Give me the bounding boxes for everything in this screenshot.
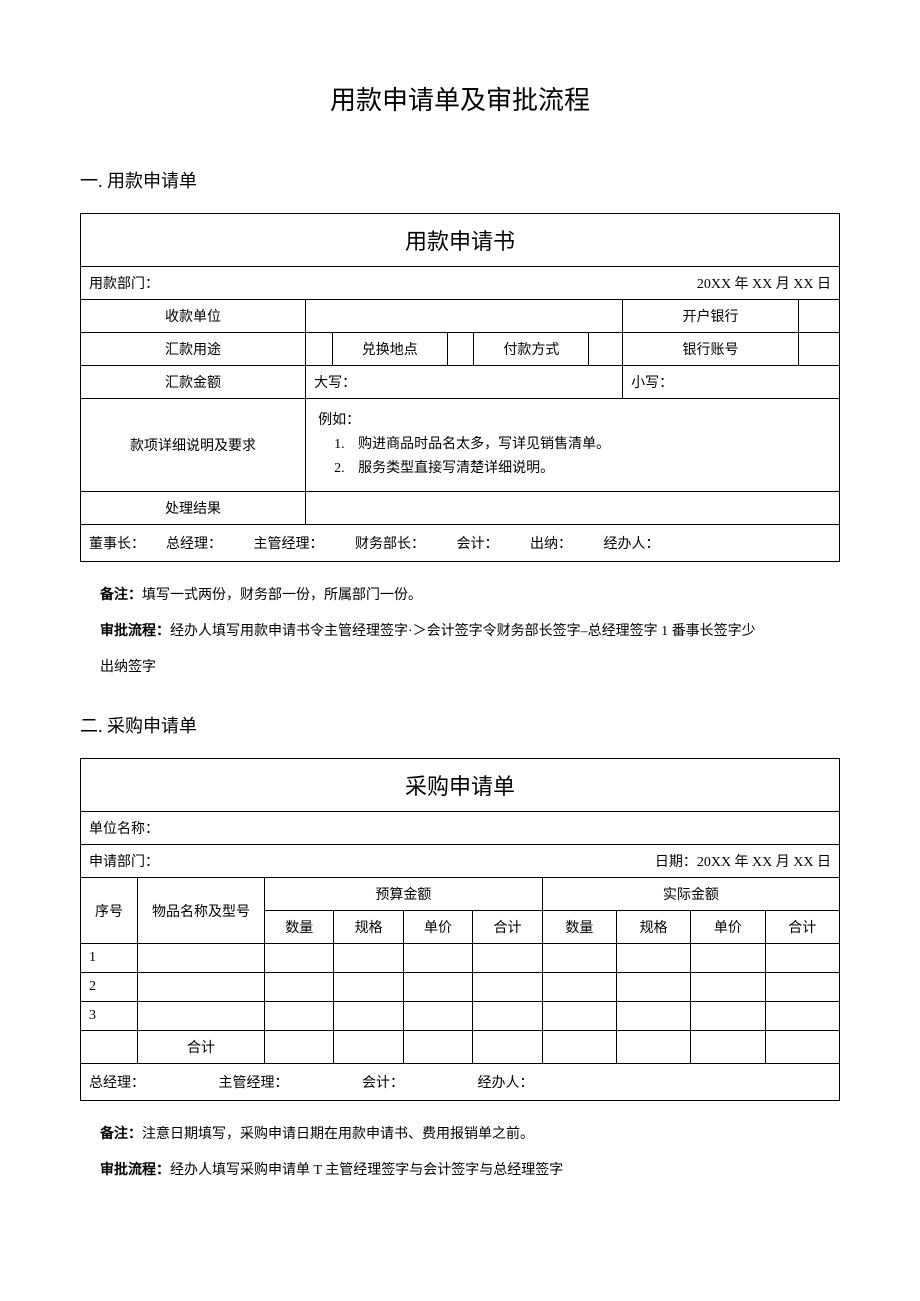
page-title: 用款申请单及审批流程 [80, 80, 840, 117]
paymethod-value [589, 333, 623, 366]
sig-cashier: 出纳： [530, 537, 572, 552]
account-value [798, 333, 839, 366]
row-total-label: 合计 [138, 1031, 265, 1064]
note1-label: 备注： [100, 588, 142, 603]
note2-label: 备注： [100, 1127, 142, 1142]
exchange-label: 兑换地点 [332, 333, 447, 366]
row1-seq: 1 [81, 944, 138, 973]
sig2-handler: 经办人： [478, 1076, 534, 1091]
note1-text: 填写一式两份，财务部一份，所属部门一份。 [142, 588, 422, 603]
form2-title: 采购申请单 [81, 759, 840, 812]
sig-fin-head: 财务部长： [355, 537, 425, 552]
sig-handler: 经办人： [604, 537, 660, 552]
section2-notes: 备注：注意日期填写，采购申请日期在用款申请书、费用报销单之前。 审批流程：经办人… [80, 1121, 840, 1185]
amount-lower: 小写： [623, 366, 840, 399]
form1-dept-label: 用款部门： [81, 267, 603, 300]
table-row: 2 [81, 973, 840, 1002]
budget-spec: 规格 [334, 911, 403, 944]
payee-label: 收款单位 [81, 300, 306, 333]
flow1-label: 审批流程： [100, 624, 170, 639]
form1-title: 用款申请书 [81, 214, 840, 267]
detail-content: 例如： 购进商品时品名太多，写详见销售清单。 服务类型直接写清楚详细说明。 [306, 399, 840, 492]
budget-qty: 数量 [265, 911, 334, 944]
sig-chairman: 董事长： [89, 537, 145, 552]
row3-seq: 3 [81, 1002, 138, 1031]
signatures-row: 董事长： 总经理： 主管经理： 财务部长： 会计： 出纳： 经办人： [81, 525, 840, 562]
section1-heading: 一. 用款申请单 [80, 167, 840, 193]
form1-table: 用款申请书 用款部门： 20XX 年 XX 月 XX 日 收款单位 开户银行 汇… [80, 213, 840, 562]
sig-gm: 总经理： [166, 537, 222, 552]
bank-label: 开户银行 [623, 300, 799, 333]
section2-heading: 二. 采购申请单 [80, 712, 840, 738]
amount-label: 汇款金额 [81, 366, 306, 399]
col-actual: 实际金额 [542, 878, 839, 911]
col-seq: 序号 [81, 878, 138, 944]
purpose-value [306, 333, 333, 366]
sig2-accountant: 会计： [362, 1076, 404, 1091]
form2-date: 日期：20XX 年 XX 月 XX 日 [542, 845, 839, 878]
sig2-gm: 总经理： [89, 1076, 145, 1091]
account-label: 银行账号 [623, 333, 799, 366]
detail-item2: 服务类型直接写清楚详细说明。 [348, 457, 827, 477]
row2-seq: 2 [81, 973, 138, 1002]
paymethod-label: 付款方式 [474, 333, 589, 366]
actual-qty: 数量 [542, 911, 616, 944]
exchange-value [447, 333, 474, 366]
result-label: 处理结果 [81, 492, 306, 525]
payee-value [306, 300, 623, 333]
col-item: 物品名称及型号 [138, 878, 265, 944]
purpose-label: 汇款用途 [81, 333, 306, 366]
unit-label: 单位名称： [81, 812, 840, 845]
sig-supervisor: 主管经理： [254, 537, 324, 552]
form2-date-value: 20XX 年 XX 月 XX 日 [697, 855, 831, 870]
sig2-supervisor: 主管经理： [219, 1076, 289, 1091]
form2-table: 采购申请单 单位名称： 申请部门： 日期：20XX 年 XX 月 XX 日 序号… [80, 758, 840, 1101]
section1-notes: 备注：填写一式两份，财务部一份，所属部门一份。 审批流程：经办人填写用款申请书令… [80, 582, 840, 682]
actual-price: 单价 [691, 911, 765, 944]
flow1-text2: 出纳签字 [100, 654, 820, 682]
flow2-label: 审批流程： [100, 1163, 170, 1178]
amount-upper: 大写： [306, 366, 623, 399]
table-row: 合计 [81, 1031, 840, 1064]
form1-date: 20XX 年 XX 月 XX 日 [602, 267, 839, 300]
signatures-row2: 总经理： 主管经理： 会计： 经办人： [81, 1064, 840, 1101]
sig-accountant: 会计： [457, 537, 499, 552]
bank-value [798, 300, 839, 333]
detail-label: 款项详细说明及要求 [81, 399, 306, 492]
flow2-text: 经办人填写采购申请单 T 主管经理签字与会计签字与总经理签字 [170, 1163, 563, 1178]
form2-dept-label: 申请部门： [81, 845, 543, 878]
detail-prefix: 例如： [318, 409, 827, 429]
table-row: 3 [81, 1002, 840, 1031]
budget-price: 单价 [403, 911, 472, 944]
actual-spec: 规格 [616, 911, 690, 944]
table-row: 1 [81, 944, 840, 973]
note2-text: 注意日期填写，采购申请日期在用款申请书、费用报销单之前。 [142, 1127, 534, 1142]
flow1-text1: 经办人填写用款申请书令主管经理签字·＞会计签字令财务部长签字–总经理签字 1 番… [170, 624, 756, 639]
form2-date-label: 日期： [655, 855, 697, 870]
detail-item1: 购进商品时品名太多，写详见销售清单。 [348, 433, 827, 453]
col-budget: 预算金额 [265, 878, 543, 911]
budget-total: 合计 [473, 911, 542, 944]
result-value [306, 492, 840, 525]
actual-total: 合计 [765, 911, 839, 944]
